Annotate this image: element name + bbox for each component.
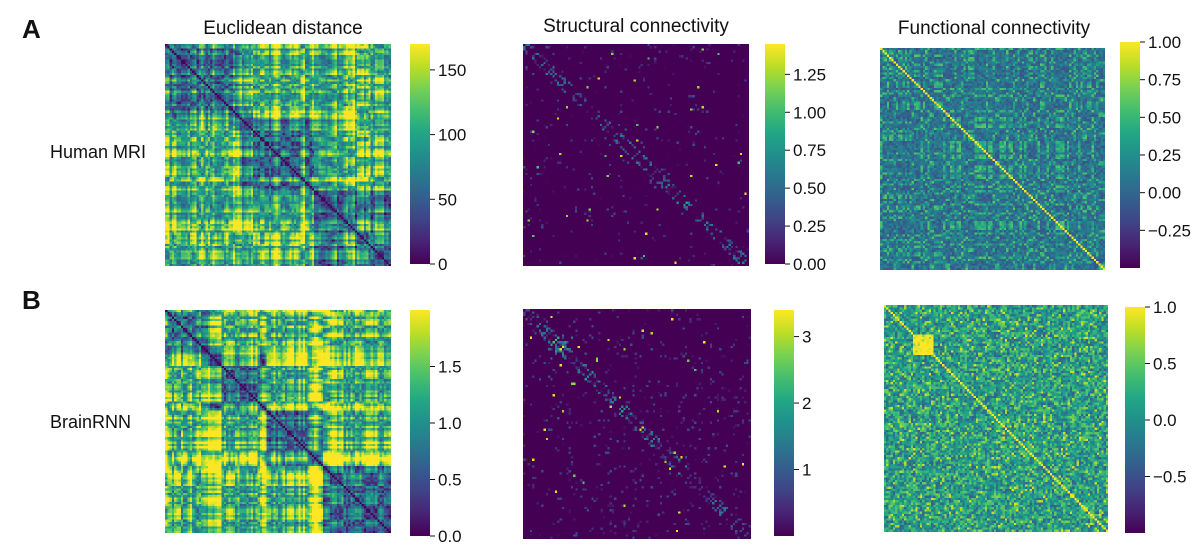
colorbar-tick-label: 0.00 (793, 255, 826, 274)
colorbar-gradient (410, 310, 430, 536)
colorbar-tick-label: 0.50 (1148, 108, 1181, 127)
colorbar-tick-label: 1.0 (438, 414, 462, 433)
colorbar-tick-label: 0 (438, 255, 447, 274)
colorbar-tick-label: 0.00 (1148, 184, 1181, 203)
colorbar-tick-label: −0.25 (1148, 221, 1191, 240)
colorbar-tick-label: 1 (802, 461, 811, 480)
colorbar-tick-label: 0.0 (1153, 411, 1177, 430)
colorbar-tick-label: 0.25 (793, 217, 826, 236)
colorbar-tick-label: 0.0 (438, 527, 462, 546)
row-label-human-mri: Human MRI (50, 142, 147, 162)
panel-letter-b: B (22, 285, 41, 315)
colorbar-human-structural: 0.00 0.25 0.50 0.75 1.00 1.25 (765, 44, 826, 274)
colorbar-tick-label: 3 (802, 328, 811, 347)
column-title-functional: Functional connectivity (897, 18, 1091, 39)
heatmap-human-functional (880, 48, 1105, 270)
colorbar-tick-label: 2 (802, 394, 811, 413)
colorbar-brainrnn-euclidean: 0.0 0.5 1.0 1.5 (410, 310, 462, 546)
heatmap-brainrnn-euclidean (165, 310, 391, 533)
colorbar-human-euclidean: 0 50 100 150 (410, 44, 466, 274)
colorbar-tick-label: 100 (438, 126, 466, 145)
colorbar-gradient (765, 44, 785, 264)
column-title-structural: Structural connectivity (543, 16, 729, 37)
row-label-brainrnn: BrainRNN (50, 412, 132, 432)
colorbar-tick-label: 1.0 (1153, 298, 1177, 317)
colorbar-tick-label: 1.5 (438, 358, 462, 377)
colorbar-tick-label: 0.75 (793, 141, 826, 160)
column-title-euclidean: Euclidean distance (203, 18, 363, 39)
colorbar-tick-label: 1.00 (1148, 33, 1181, 52)
colorbar-tick-label: 1.00 (793, 103, 826, 122)
colorbar-tick-label: 0.75 (1148, 71, 1181, 90)
heatmap-human-euclidean (165, 44, 391, 266)
colorbar-tick-label: 0.50 (793, 179, 826, 198)
colorbar-tick-label: 0.5 (438, 471, 462, 490)
panel-letter-a: A (22, 14, 41, 44)
colorbar-tick-label: 50 (438, 190, 457, 209)
heatmap-brainrnn-functional (884, 305, 1108, 532)
colorbar-brainrnn-functional: −0.5 0.0 0.5 1.0 (1125, 298, 1187, 533)
colorbar-tick-label: 0.25 (1148, 146, 1181, 165)
colorbar-gradient (774, 310, 794, 536)
colorbar-human-functional: −0.25 0.00 0.25 0.50 0.75 1.00 (1120, 33, 1191, 268)
colorbar-tick-label: 1.25 (793, 65, 826, 84)
colorbar-tick-label: 0.5 (1153, 355, 1177, 374)
colorbar-brainrnn-structural: 1 2 3 (774, 310, 811, 536)
colorbar-tick-label: −0.5 (1153, 468, 1187, 487)
colorbar-gradient (410, 44, 430, 264)
colorbar-gradient (1125, 307, 1145, 533)
colorbar-gradient (1120, 42, 1140, 268)
heatmap-human-structural (523, 44, 749, 266)
colorbar-tick-label: 150 (438, 61, 466, 80)
heatmap-brainrnn-structural (523, 309, 751, 539)
